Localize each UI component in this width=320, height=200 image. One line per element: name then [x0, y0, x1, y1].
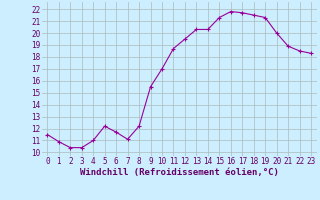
X-axis label: Windchill (Refroidissement éolien,°C): Windchill (Refroidissement éolien,°C) — [80, 168, 279, 177]
